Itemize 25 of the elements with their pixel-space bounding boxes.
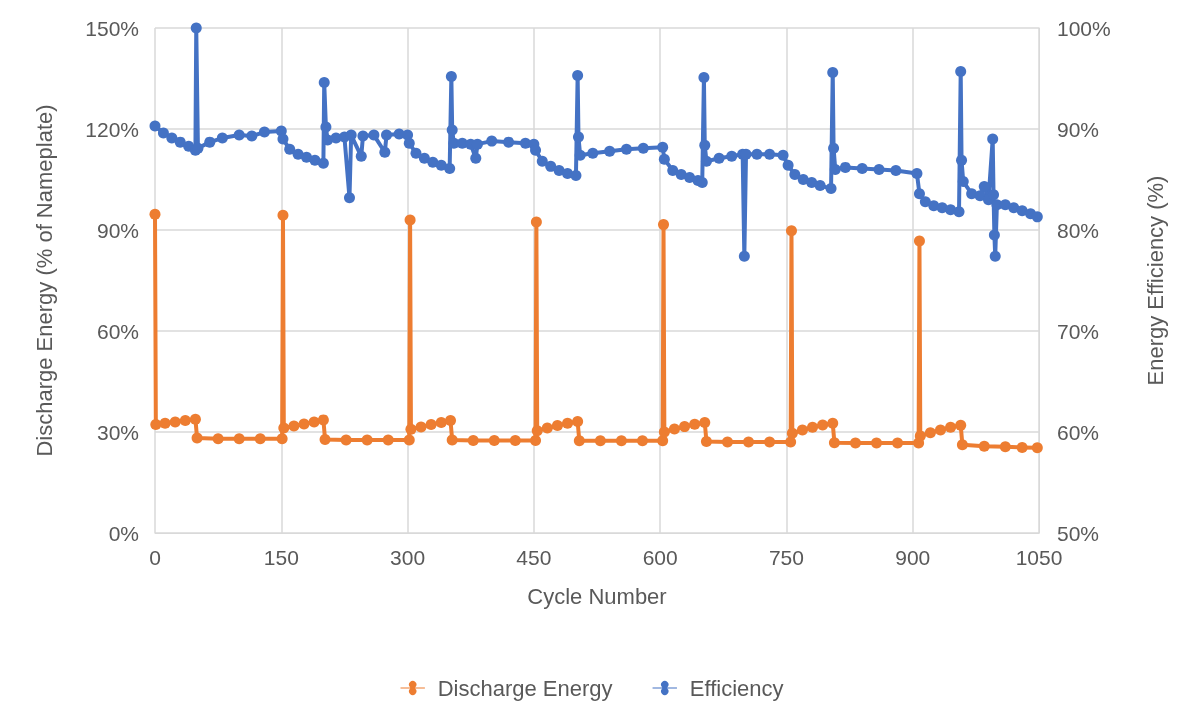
y-axis-title: Discharge Energy (% of Nameplate) xyxy=(31,104,57,457)
y2-tick-label: 60% xyxy=(1057,420,1100,444)
y-tick-label: 150% xyxy=(85,16,139,40)
y2-tick-label: 100% xyxy=(1057,16,1111,40)
y-tick-label: 90% xyxy=(96,218,139,242)
x-tick-label: 0 xyxy=(149,546,161,569)
x-tick-label: 750 xyxy=(768,546,804,569)
y-tick-label: 120% xyxy=(85,117,139,141)
x-tick-label: 150 xyxy=(263,546,299,569)
x-axis-title: Cycle Number xyxy=(527,583,667,609)
x-tick-label: 1050 xyxy=(1015,546,1063,569)
x-tick-label: 900 xyxy=(895,546,931,569)
y2-tick-label: 90% xyxy=(1057,117,1100,141)
legend-label: Discharge Energy xyxy=(437,675,613,701)
y-tick-label: 30% xyxy=(96,420,139,444)
x-tick-label: 450 xyxy=(516,546,552,569)
legend-label: Efficiency xyxy=(689,675,784,701)
y2-tick-label: 50% xyxy=(1057,521,1100,545)
y2-tick-label: 80% xyxy=(1057,218,1100,242)
x-tick-label: 600 xyxy=(642,546,678,569)
x-tick-label: 300 xyxy=(390,546,426,569)
y2-tick-label: 70% xyxy=(1057,319,1100,343)
y-tick-label: 0% xyxy=(108,521,139,545)
y-tick-label: 60% xyxy=(96,319,139,343)
y2-axis-title: Energy Efficiency (%) xyxy=(1142,175,1168,386)
